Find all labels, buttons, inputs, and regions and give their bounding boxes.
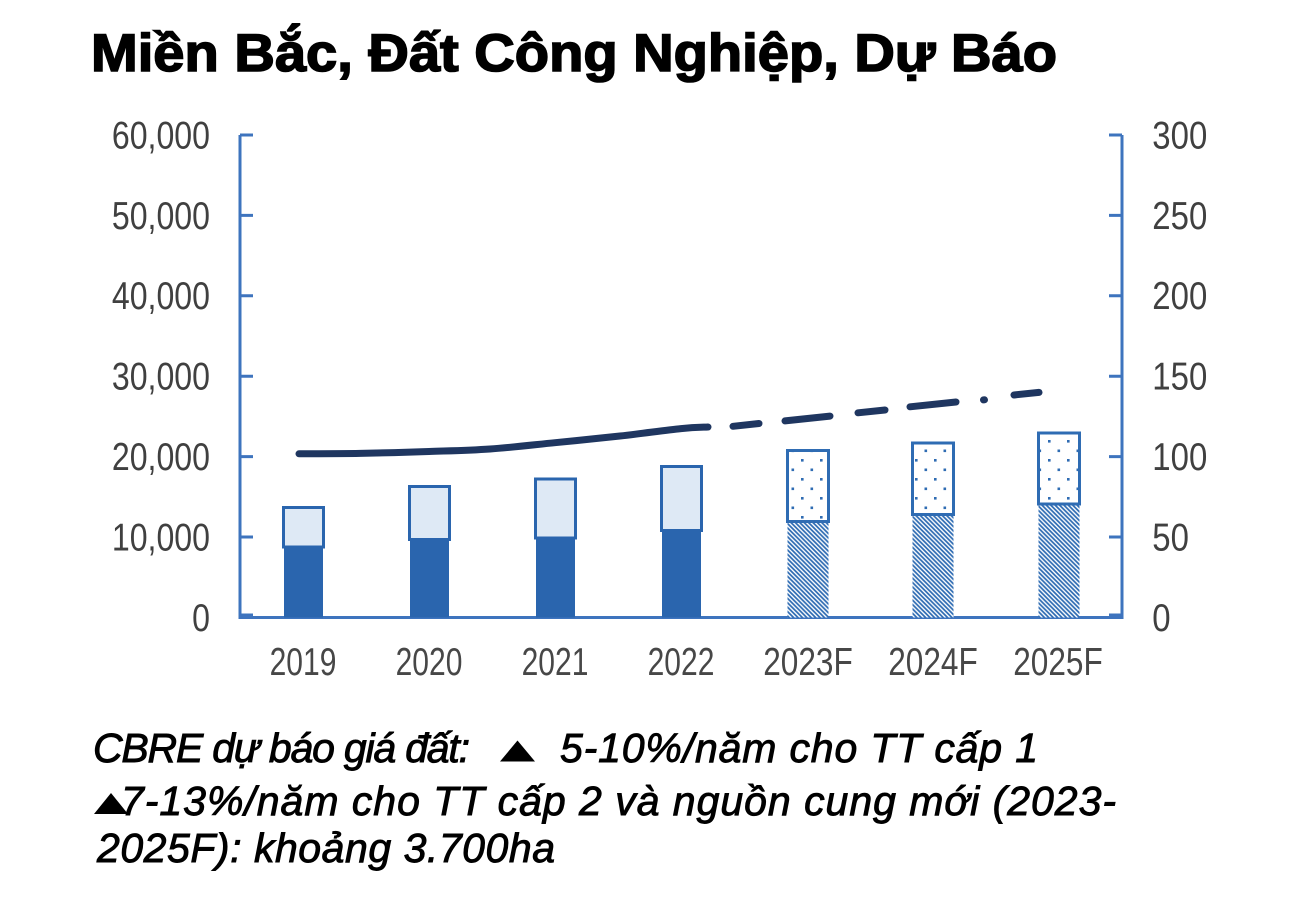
svg-text:50,000: 50,000 xyxy=(112,194,210,238)
svg-text:60,000: 60,000 xyxy=(112,113,210,157)
svg-text:50: 50 xyxy=(1152,515,1189,559)
svg-text:0: 0 xyxy=(1152,595,1170,639)
svg-text:100: 100 xyxy=(1152,434,1207,478)
svg-text:300: 300 xyxy=(1152,113,1207,157)
svg-text:2024F: 2024F xyxy=(888,640,978,684)
svg-text:2025F: 2025F xyxy=(1013,640,1103,684)
svg-text:30,000: 30,000 xyxy=(112,355,210,399)
svg-text:40,000: 40,000 xyxy=(112,274,210,318)
svg-text:2019: 2019 xyxy=(270,640,337,684)
svg-text:2023F: 2023F xyxy=(763,640,853,684)
svg-text:CBRE dự báo giá đất:: CBRE dự báo giá đất: xyxy=(93,725,470,771)
svg-text:2021: 2021 xyxy=(522,640,589,684)
svg-text:20,000: 20,000 xyxy=(112,435,210,479)
svg-text:2025F): khoảng 3.700ha: 2025F): khoảng 3.700ha xyxy=(96,825,555,871)
svg-text:200: 200 xyxy=(1152,274,1207,318)
svg-text:10,000: 10,000 xyxy=(112,515,210,559)
svg-text:7-13%/năm cho TT cấp 2 và nguồ: 7-13%/năm cho TT cấp 2 và nguồn cung mới… xyxy=(121,778,1116,824)
svg-text:250: 250 xyxy=(1152,193,1207,237)
svg-text:2020: 2020 xyxy=(396,640,463,684)
svg-text:Miền Bắc, Đất Công Nghiệp, Dự: Miền Bắc, Đất Công Nghiệp, Dự Báo xyxy=(91,23,1057,83)
svg-text:2022: 2022 xyxy=(648,640,715,684)
svg-text:0: 0 xyxy=(192,596,210,640)
svg-text:150: 150 xyxy=(1152,354,1207,398)
svg-text:5-10%/năm cho TT cấp 1: 5-10%/năm cho TT cấp 1 xyxy=(560,725,1038,771)
